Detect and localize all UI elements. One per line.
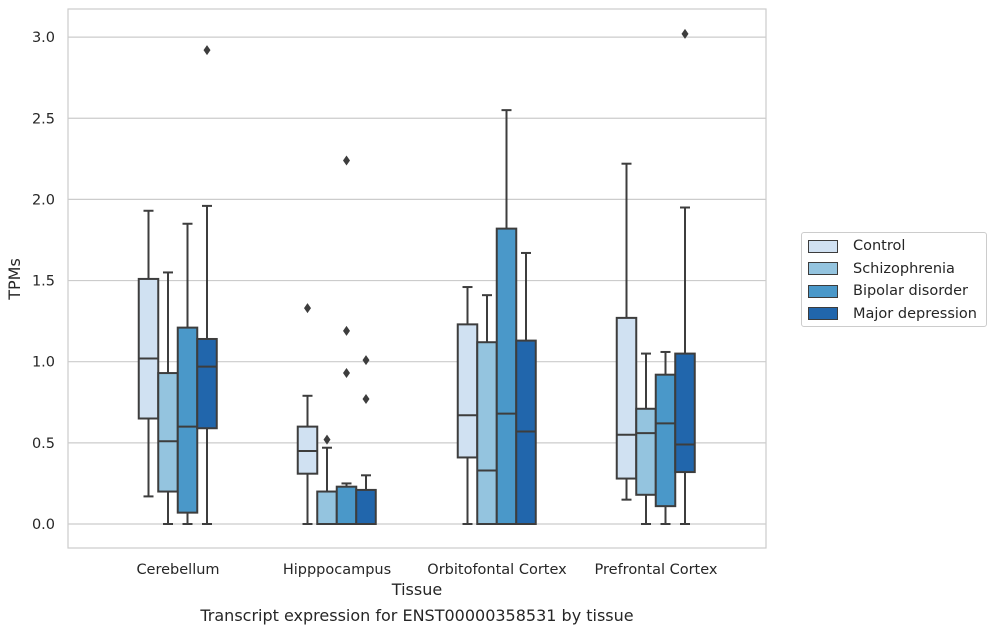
outlier-point bbox=[681, 28, 689, 39]
legend-item: Control bbox=[808, 236, 905, 256]
box-body bbox=[615, 316, 638, 480]
box-1-1 bbox=[316, 434, 338, 526]
legend-swatch bbox=[808, 262, 838, 275]
legend: Control Schizophrenia Bipolar disorder Majo… bbox=[801, 232, 987, 327]
box-body bbox=[635, 407, 657, 496]
legend-item: Major depression bbox=[808, 304, 977, 324]
y-tick-label: 2.5 bbox=[32, 111, 55, 127]
box-body bbox=[196, 337, 218, 430]
x-tick-label: Cerebellum bbox=[136, 562, 219, 578]
outlier-point bbox=[362, 394, 370, 405]
box-3-0 bbox=[196, 45, 218, 525]
box-0-2 bbox=[456, 286, 479, 525]
chart-caption: Transcript expression for ENST0000035853… bbox=[200, 606, 634, 625]
box-body bbox=[456, 323, 479, 459]
y-tick-label: 0.5 bbox=[32, 436, 55, 452]
box-plot-marks bbox=[137, 28, 696, 526]
y-tick-label: 1.5 bbox=[32, 274, 55, 290]
box-0-0 bbox=[137, 209, 160, 498]
outlier-point bbox=[362, 355, 370, 366]
box-1-2 bbox=[476, 294, 498, 525]
outlier-point bbox=[343, 368, 350, 379]
legend-swatch bbox=[808, 239, 838, 253]
box-1-3 bbox=[635, 352, 657, 525]
legend-label: Schizophrenia bbox=[853, 260, 955, 277]
box-body bbox=[157, 372, 179, 493]
box-1-0 bbox=[157, 271, 179, 525]
x-tick-label: Hipppocampus bbox=[283, 562, 391, 578]
x-tick-label: Prefrontal Cortex bbox=[595, 562, 718, 578]
box-3-1 bbox=[355, 355, 377, 525]
y-tick-label: 2.0 bbox=[32, 192, 55, 208]
outlier-point bbox=[304, 303, 311, 314]
box-2-3 bbox=[654, 350, 677, 525]
box-body bbox=[654, 373, 677, 508]
y-axis-label: TPMs bbox=[5, 258, 24, 301]
legend-swatch bbox=[808, 307, 838, 320]
box-body bbox=[355, 488, 377, 525]
outlier-point bbox=[343, 155, 350, 166]
x-tick-label: Orbitofontal Cortex bbox=[427, 562, 567, 578]
legend-item: Schizophrenia bbox=[808, 259, 955, 279]
box-body bbox=[316, 490, 338, 526]
legend-swatch bbox=[808, 284, 838, 298]
box-body bbox=[137, 277, 160, 420]
legend-label: Major depression bbox=[853, 305, 977, 322]
outlier-point bbox=[323, 434, 331, 445]
y-tick-label: 3.0 bbox=[32, 30, 55, 46]
box-0-1 bbox=[296, 303, 319, 525]
box-body bbox=[476, 341, 498, 525]
box-2-1 bbox=[335, 155, 358, 525]
box-body bbox=[335, 485, 358, 525]
box-body bbox=[176, 326, 199, 514]
plot-frame bbox=[67, 8, 767, 549]
y-axis-ticks: 0.0 0.5 1.0 1.5 2.0 2.5 3.0 bbox=[32, 30, 55, 533]
legend-label: Control bbox=[853, 238, 906, 254]
box-body bbox=[674, 352, 696, 474]
box-3-2 bbox=[515, 251, 537, 526]
x-axis-ticks: Cerebellum Hipppocampus Orbitofontal Corte… bbox=[136, 562, 717, 578]
legend-item: Bipolar disorder bbox=[808, 281, 968, 301]
y-tick-label: 0.0 bbox=[32, 517, 55, 533]
x-axis-label: Tissue bbox=[391, 580, 442, 599]
box-2-0 bbox=[176, 222, 199, 525]
outlier-point bbox=[203, 45, 211, 56]
box-body bbox=[495, 227, 518, 525]
box-0-3 bbox=[615, 162, 638, 501]
box-2-2 bbox=[495, 109, 518, 525]
outlier-point bbox=[343, 325, 350, 336]
box-3-3 bbox=[674, 28, 696, 525]
legend-label: Bipolar disorder bbox=[853, 283, 968, 299]
y-tick-label: 1.0 bbox=[32, 355, 55, 371]
